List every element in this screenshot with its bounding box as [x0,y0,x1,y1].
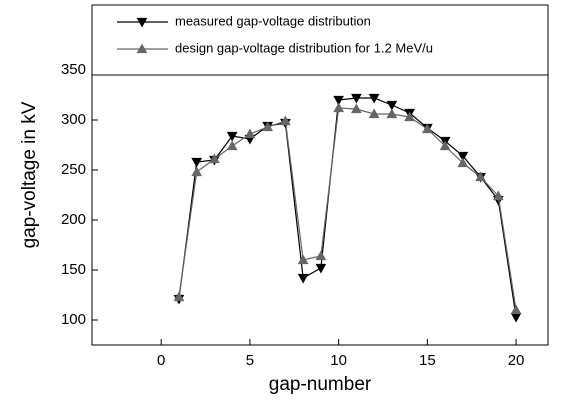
data-point [209,153,220,164]
x-tick-label: 0 [157,352,165,369]
data-point [226,131,238,142]
data-point [421,123,433,134]
data-point [439,140,451,151]
y-tick-label: 250 [61,161,86,178]
x-tick-label: 10 [330,352,347,369]
data-point [368,93,380,104]
data-point [173,291,185,302]
data-point [226,140,238,151]
legend-marker [136,17,148,28]
legend-label: measured gap-voltage distribution [175,13,371,28]
y-tick-label: 200 [61,211,86,228]
data-point [297,273,309,284]
data-point [351,93,362,104]
series-line [178,107,517,311]
x-tick-label: 5 [246,352,254,369]
data-point [333,95,344,106]
data-point [351,103,362,114]
data-point [297,254,309,265]
data-point [191,157,203,168]
data-point [404,111,415,122]
data-point [315,263,327,274]
data-point [475,171,486,182]
y-tick-label: 300 [61,111,86,128]
data-point [191,166,203,177]
data-point [368,108,380,119]
x-tick-label: 15 [419,352,436,369]
legend-label: design gap-voltage distribution for 1.2 … [175,40,433,55]
y-tick-label: 100 [61,311,86,328]
series-line [178,97,517,318]
x-axis-title: gap-number [269,374,372,395]
data-point [280,115,291,126]
data-point [492,190,504,201]
data-point [333,102,344,113]
data-point [510,304,522,315]
data-point [457,151,469,162]
y-tick-label: 350 [61,61,86,78]
data-point [262,121,274,132]
y-axis-title: gap-voltage in kV [19,101,40,248]
data-point [244,128,256,139]
data-point [510,312,522,323]
data-point [386,100,398,111]
y-tick-label: 150 [61,261,86,278]
data-point [386,108,398,119]
data-point [457,157,469,168]
legend-marker [136,43,148,54]
data-point [315,250,327,261]
x-tick-label: 20 [508,352,525,369]
legend-box [91,4,549,76]
